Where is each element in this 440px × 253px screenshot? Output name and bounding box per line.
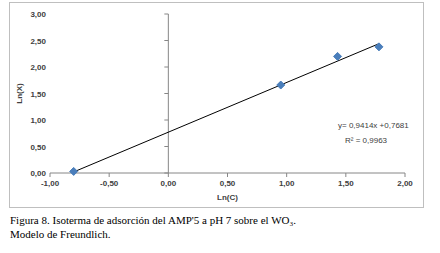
- annotation: y= 0,9414x +0,7681: [338, 121, 409, 130]
- y-tick: [164, 120, 168, 121]
- x-tick: [227, 173, 228, 177]
- x-tick: [109, 173, 110, 177]
- data-point: [277, 81, 285, 89]
- y-tick: [164, 173, 168, 174]
- y-tick-label: 1,50: [30, 90, 46, 99]
- annotation: R² = 0,9963: [345, 136, 388, 145]
- x-tick: [286, 173, 287, 177]
- y-tick-label: 2,00: [30, 63, 46, 72]
- y-axis-title: Ln(X): [15, 83, 24, 104]
- caption: Figura 8. Isoterma de adsorción del AMP'…: [10, 214, 296, 226]
- chart-border: [10, 3, 424, 208]
- y-tick-label: 1,00: [30, 116, 46, 125]
- y-tick-label: 3,00: [30, 10, 46, 19]
- x-tick-label: 2,00: [397, 179, 413, 188]
- y-tick-label: 0,00: [30, 169, 46, 178]
- x-tick-label: -0,50: [100, 179, 119, 188]
- y-tick: [164, 93, 168, 94]
- y-tick-label: 0,50: [30, 143, 46, 152]
- y-tick: [164, 67, 168, 68]
- caption: Modelo de Freundlich.: [10, 228, 111, 240]
- data-point: [334, 52, 342, 60]
- y-tick: [164, 14, 168, 15]
- plot-area: [70, 43, 383, 176]
- x-tick-label: 1,00: [279, 179, 295, 188]
- x-tick: [50, 173, 51, 177]
- y-tick-label: 2,50: [30, 37, 46, 46]
- chart: -1,00 -0,50 0,00 0,50 1,00 1,50 2,00 0,00 0,50 1,…: [0, 0, 440, 253]
- x-tick: [345, 173, 346, 177]
- x-tick: [168, 173, 169, 177]
- y-tick: [164, 40, 168, 41]
- x-axis-title: Ln(C): [217, 193, 238, 202]
- data-point: [70, 167, 78, 175]
- x-tick-label: 0,00: [161, 179, 177, 188]
- x-tick-label: 0,50: [220, 179, 236, 188]
- data-point: [375, 43, 383, 51]
- x-tick-label: -1,00: [41, 179, 60, 188]
- y-tick: [164, 146, 168, 147]
- x-tick: [405, 173, 406, 177]
- trend-line: [74, 44, 379, 172]
- x-tick-label: 1,50: [338, 179, 354, 188]
